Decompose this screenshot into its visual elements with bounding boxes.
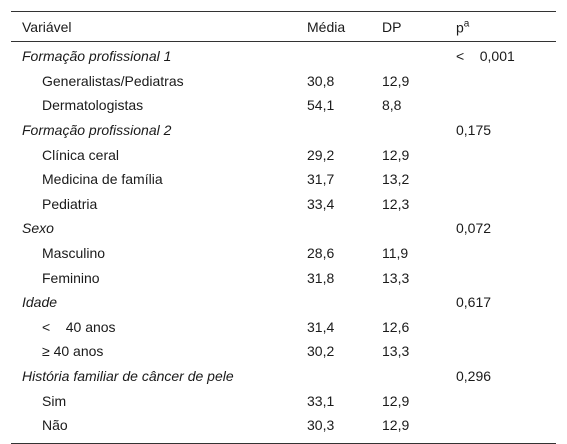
group-label: Idade [22, 294, 58, 311]
item-label: < 40 anos [42, 318, 116, 335]
group-row: Formação profissional 2 0,175 [11, 118, 556, 143]
sd-cell: 12,3 [382, 195, 410, 212]
table: Variável Média DP pa Formação profission… [11, 11, 556, 444]
group-label: Formação profissional 2 [22, 122, 172, 139]
sd-cell: 11,9 [382, 245, 409, 262]
sd-cell: 8,8 [382, 97, 402, 114]
mean-cell: 28,6 [307, 245, 335, 262]
p-value: < 0,001 [456, 48, 515, 65]
item-label: Não [42, 417, 68, 434]
p-value: 0,072 [456, 220, 492, 237]
mean-cell: 30,8 [307, 72, 335, 89]
item-row: Generalistas/Pediatras 30,8 12,9 [11, 69, 556, 94]
page: Variável Média DP pa Formação profission… [11, 11, 556, 444]
item-row: Sim 33,1 12,9 [11, 388, 556, 413]
mean-cell: 31,8 [307, 269, 335, 286]
item-label: Pediatria [42, 195, 98, 212]
item-label: Generalistas/Pediatras [42, 72, 184, 89]
sd-cell: 12,9 [382, 392, 410, 409]
item-label: Feminino [42, 269, 100, 286]
group-label: História familiar de câncer de pele [22, 368, 234, 385]
item-row: Dermatologistas 54,1 8,8 [11, 93, 556, 118]
header-cell: Média [307, 18, 346, 35]
mean-cell: 31,7 [307, 171, 335, 188]
p-value: 0,617 [456, 294, 492, 311]
item-row: Clínica ceral 29,2 12,9 [11, 142, 556, 167]
item-row: < 40 anos 31,4 12,6 [11, 315, 556, 340]
mean-cell: 30,2 [307, 343, 335, 360]
footnote-mark: a [463, 18, 470, 30]
sd-cell: 12,9 [382, 146, 410, 163]
mean-cell: 33,1 [307, 392, 335, 409]
header-cell: Variável [22, 18, 72, 35]
item-row: Pediatria 33,4 12,3 [11, 192, 556, 217]
header-cell: DP [382, 18, 402, 35]
header-text: p [456, 18, 464, 35]
p-value: 0,175 [456, 122, 492, 139]
mean-cell: 30,3 [307, 417, 335, 434]
item-label: ≥ 40 anos [42, 343, 104, 360]
item-label: Medicina de família [42, 171, 163, 188]
sd-cell: 13,2 [382, 171, 410, 188]
item-row: ≥ 40 anos 30,2 13,3 [11, 339, 556, 364]
item-row: Feminino 31,8 13,3 [11, 265, 556, 290]
mean-cell: 31,4 [307, 318, 335, 335]
group-row: História familiar de câncer de pele 0,296 [11, 364, 556, 389]
group-row: Formação profissional 1 < 0,001 [11, 44, 556, 69]
item-row: Medicina de família 31,7 13,2 [11, 167, 556, 192]
p-value: 0,296 [456, 368, 492, 385]
sd-cell: 12,6 [382, 318, 410, 335]
group-row: Sexo 0,072 [11, 216, 556, 241]
sd-cell: 12,9 [382, 72, 410, 89]
group-label: Sexo [22, 220, 54, 237]
item-label: Dermatologistas [42, 97, 144, 114]
group-row: Idade 0,617 [11, 290, 556, 315]
item-label: Sim [42, 392, 67, 409]
item-row: Não 30,3 12,9 [11, 413, 556, 438]
sd-cell: 13,3 [382, 343, 410, 360]
header-cell: pa [456, 18, 469, 35]
mean-cell: 54,1 [307, 97, 335, 114]
header-row: Variável Média DP pa [11, 12, 556, 42]
item-row: Masculino 28,6 11,9 [11, 241, 556, 266]
group-label: Formação profissional 1 [22, 48, 172, 65]
mean-cell: 33,4 [307, 195, 335, 212]
sd-cell: 12,9 [382, 417, 410, 434]
item-label: Masculino [42, 245, 106, 262]
sd-cell: 13,3 [382, 269, 410, 286]
item-label: Clínica ceral [42, 146, 120, 163]
mean-cell: 29,2 [307, 146, 335, 163]
